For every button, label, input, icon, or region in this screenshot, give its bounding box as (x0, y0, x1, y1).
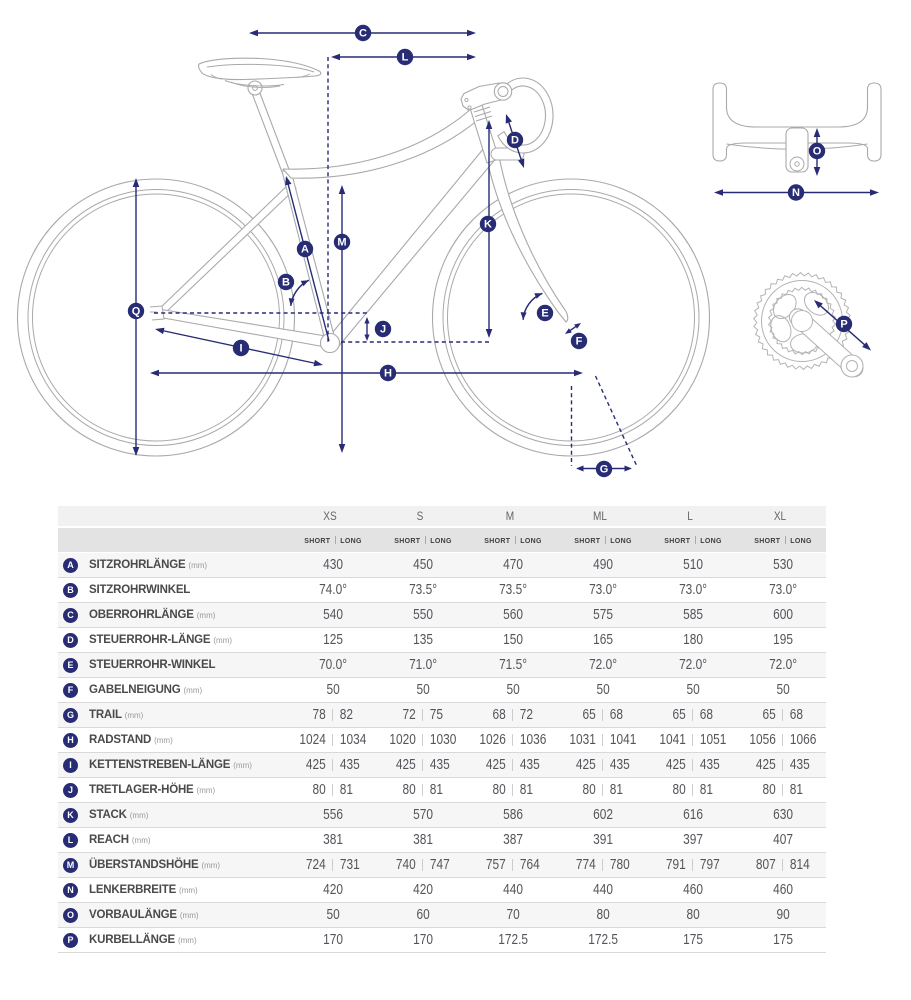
svg-text:L: L (402, 52, 409, 64)
svg-text:G: G (600, 464, 609, 476)
svg-text:N: N (792, 187, 800, 199)
svg-text:D: D (511, 135, 519, 147)
svg-text:K: K (484, 219, 492, 231)
svg-text:E: E (541, 308, 548, 320)
svg-text:I: I (239, 343, 242, 355)
svg-text:Q: Q (132, 306, 141, 318)
svg-text:M: M (337, 237, 346, 249)
svg-text:C: C (359, 28, 367, 40)
svg-text:P: P (840, 319, 847, 331)
svg-text:J: J (380, 324, 386, 336)
svg-text:B: B (282, 277, 290, 289)
svg-text:F: F (576, 336, 583, 348)
svg-text:H: H (384, 368, 392, 380)
svg-text:O: O (813, 146, 822, 158)
svg-text:A: A (301, 244, 309, 256)
